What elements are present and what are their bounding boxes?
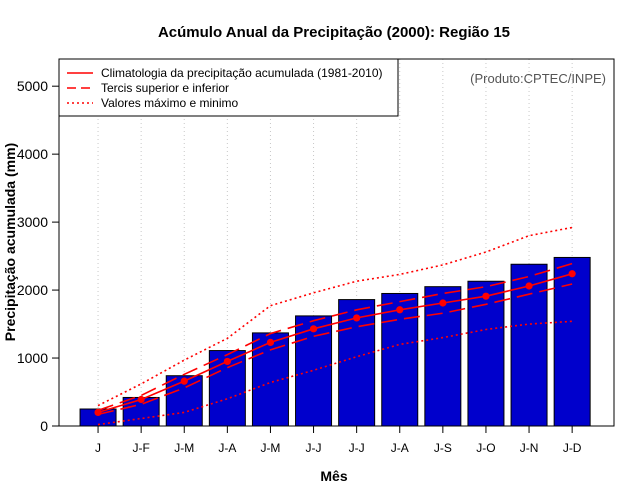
climatology-point-4	[266, 338, 275, 347]
x-tick-label-3: J-A	[218, 441, 236, 455]
legend-label-terciles: Tercis superior e inferior	[101, 81, 229, 95]
climatology-point-11	[568, 270, 576, 278]
x-tick-label-6: J-J	[349, 441, 365, 455]
bar-11	[553, 256, 591, 427]
y-tick-label-3: 3000	[17, 214, 48, 230]
series-line-2	[97, 283, 573, 416]
climatology-point-6	[353, 314, 361, 322]
product-credit: (Produto:CPTEC/INPE)	[470, 71, 606, 86]
bar-9	[467, 280, 505, 427]
x-tick-label-5: J-J	[306, 441, 322, 455]
x-tick-label-11: J-D	[563, 441, 582, 455]
legend-label-extremes: Valores máximo e minimo	[101, 96, 238, 110]
climatology-point-0	[94, 408, 102, 417]
chart-title: Acúmulo Anual da Precipitação (2000): Re…	[158, 24, 510, 41]
climatology-point-10	[525, 282, 533, 290]
climatology-point-5	[309, 325, 318, 333]
y-tick-label-4: 4000	[17, 146, 48, 162]
x-tick-label-10: J-N	[520, 441, 539, 455]
x-tick-label-9: J-O	[476, 441, 495, 455]
y-tick-label-0: 0	[40, 418, 48, 434]
bar-8	[424, 286, 462, 427]
y-tick-label-1: 1000	[17, 350, 48, 366]
series-line-1	[97, 262, 573, 412]
series-line-4	[97, 320, 573, 426]
y-tick-label-2: 2000	[17, 282, 48, 298]
y-tick-label-5: 5000	[17, 78, 48, 94]
legend-label-climatology: Climatologia da precipitação acumulada (…	[101, 66, 383, 80]
x-axis: J J-F J-M J-A J-M J-J J-J J-A J-S J-O J-N J-D	[95, 426, 582, 455]
x-axis-label: Mês	[320, 468, 347, 484]
legend: Climatologia da precipitação acumulada (…	[58, 58, 399, 117]
climatology-point-3	[223, 357, 231, 366]
y-axis-label: Precipitação acumulada (mm)	[2, 143, 18, 341]
climatology-point-1	[137, 395, 145, 404]
bar-7	[381, 292, 419, 427]
climatology-point-8	[439, 299, 447, 307]
climatology-point-7	[396, 306, 404, 314]
y-axis: 0 1000 2000 3000 4000 5000	[17, 78, 59, 434]
x-tick-label-7: J-A	[391, 441, 409, 455]
climatology-point-9	[482, 292, 490, 300]
series-line-0	[97, 273, 573, 414]
climatology-point-2	[180, 377, 188, 385]
lines-group	[97, 226, 573, 426]
legend-box	[58, 58, 399, 117]
x-tick-label-0: J	[95, 441, 101, 455]
climatology-points	[94, 270, 576, 417]
x-tick-label-4: J-M	[260, 441, 280, 455]
x-tick-label-8: J-S	[434, 441, 452, 455]
x-tick-label-1: J-F	[132, 441, 149, 455]
x-tick-label-2: J-M	[174, 441, 194, 455]
bars-group	[79, 256, 591, 427]
